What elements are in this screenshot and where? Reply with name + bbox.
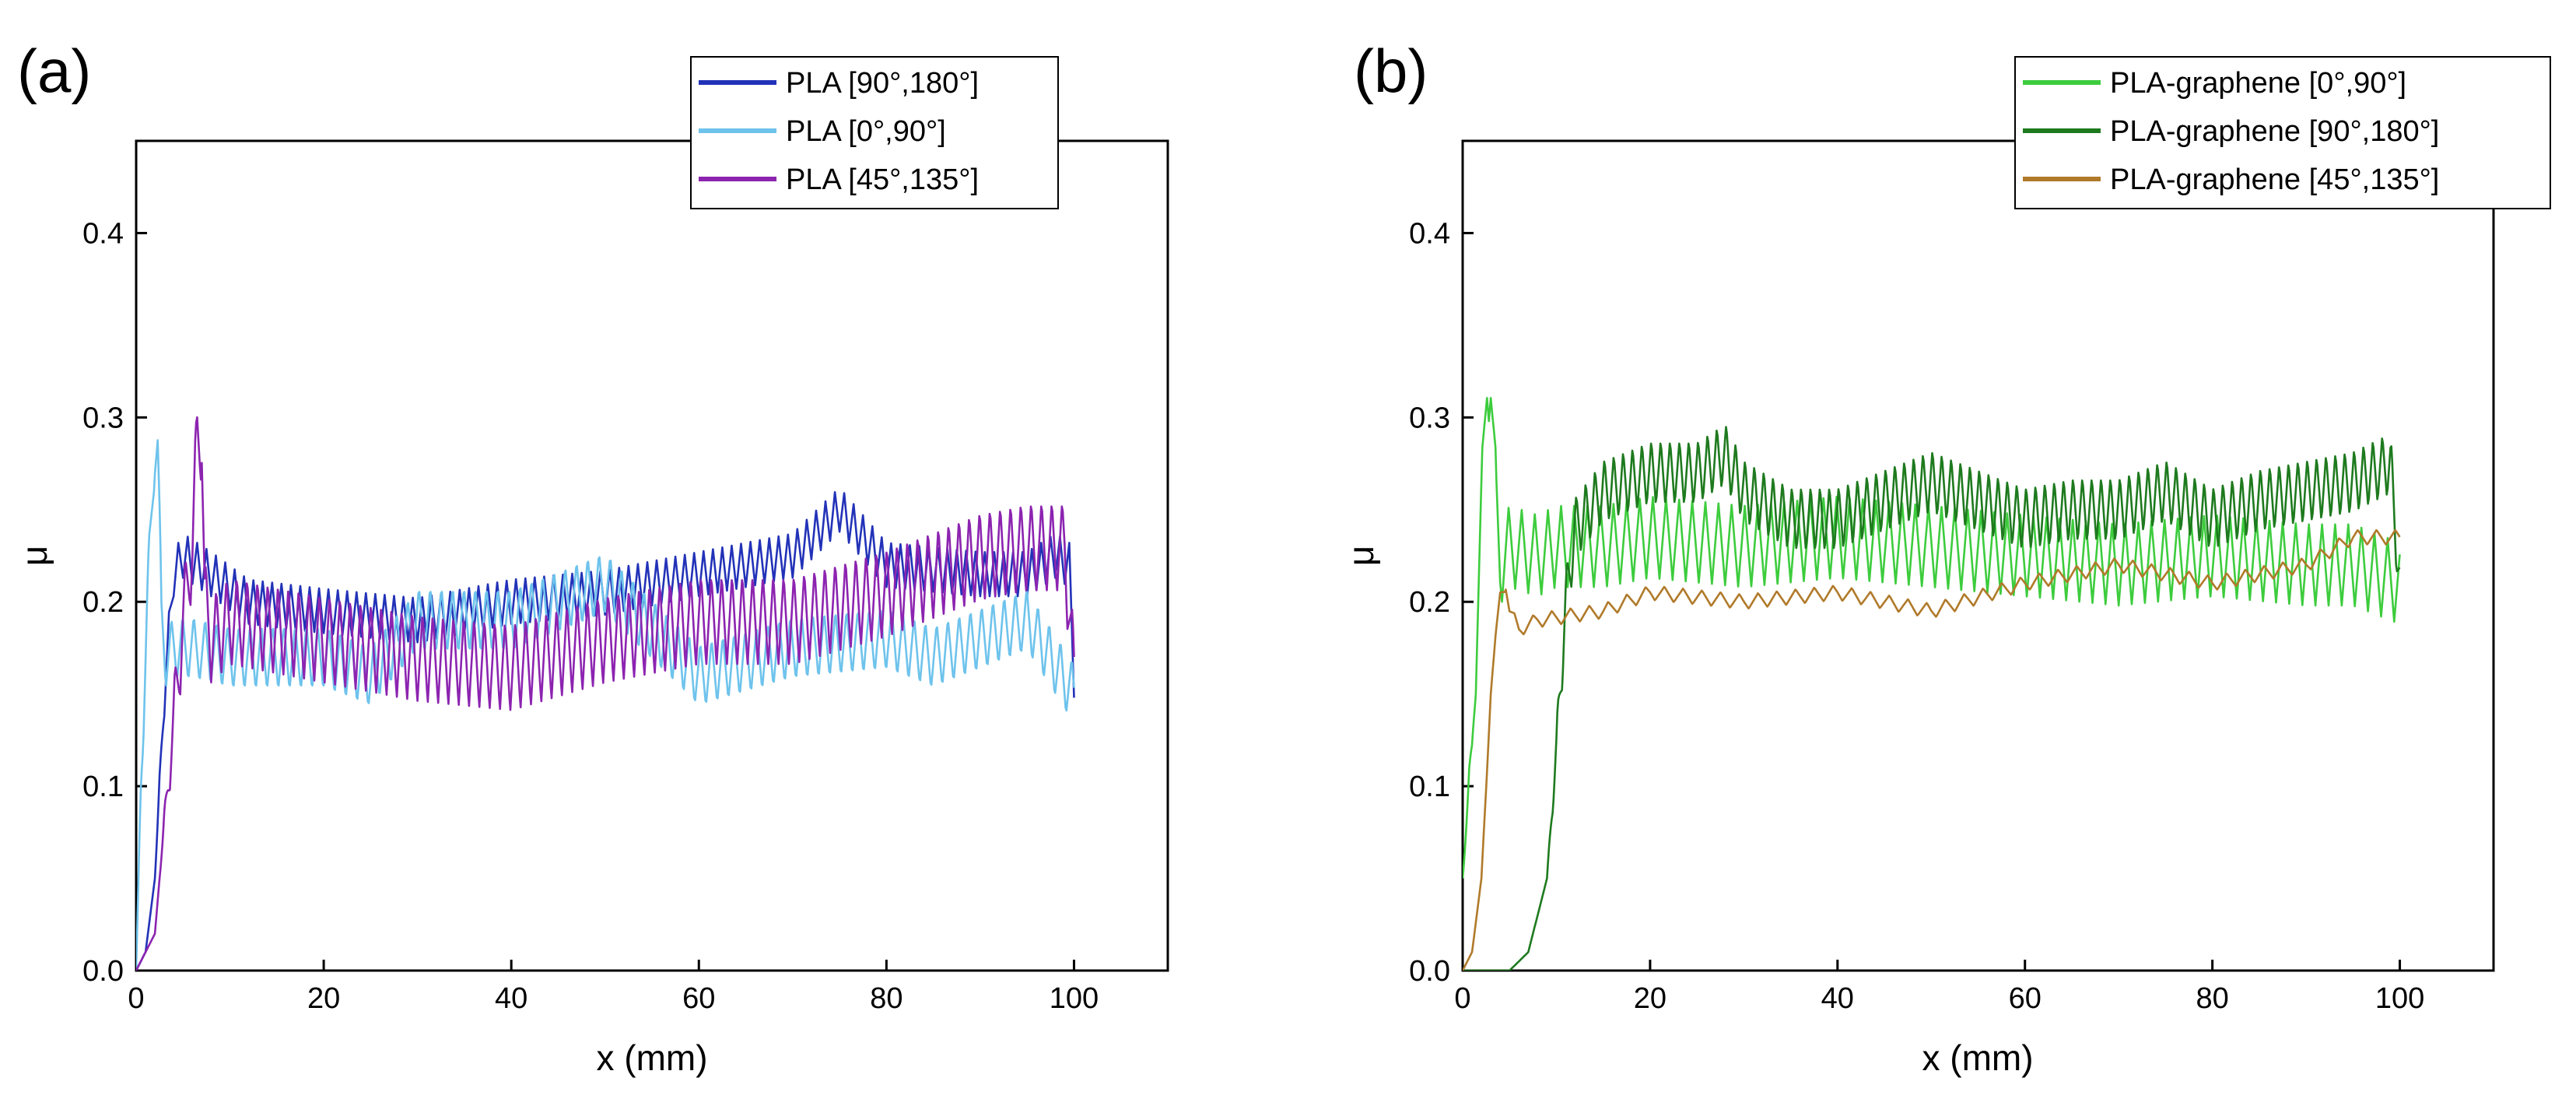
y-tick-label: 0.1 bbox=[1409, 771, 1450, 803]
series-line bbox=[1463, 528, 2401, 971]
y-tick-label: 0.0 bbox=[82, 955, 124, 988]
series-line bbox=[136, 416, 1075, 971]
legend-label: PLA-graphene [0°,90°] bbox=[2110, 67, 2406, 100]
y-axis-label: μ bbox=[14, 546, 54, 567]
legend-label: PLA [45°,135°] bbox=[786, 163, 979, 196]
x-ticks: 0 20 40 60 80 100 bbox=[128, 960, 1099, 1015]
y-tick-label: 0.2 bbox=[1409, 586, 1450, 619]
panel-label: (b) bbox=[1354, 37, 1428, 105]
x-tick-label: 80 bbox=[870, 982, 902, 1015]
y-tick-label: 0.3 bbox=[82, 402, 124, 434]
x-tick-label: 20 bbox=[307, 982, 340, 1015]
x-tick-label: 60 bbox=[2009, 982, 2042, 1015]
legend: PLA-graphene [0°,90°] PLA-graphene [90°,… bbox=[2014, 56, 2551, 209]
plot-frame bbox=[1461, 139, 2495, 972]
x-tick-label: 20 bbox=[1634, 982, 1667, 1015]
legend-entry: PLA-graphene [0°,90°] bbox=[2023, 67, 2406, 100]
y-tick-label: 0.4 bbox=[1409, 217, 1450, 250]
legend-entry: PLA [90°,180°] bbox=[699, 67, 979, 100]
x-tick-label: 60 bbox=[682, 982, 715, 1015]
x-tick-label: 0 bbox=[128, 982, 144, 1015]
series-line bbox=[1463, 396, 2401, 879]
legend-entry: PLA [0°,90°] bbox=[699, 115, 946, 148]
y-tick-label: 0.0 bbox=[1409, 955, 1450, 988]
y-tick-label: 0.1 bbox=[82, 771, 124, 803]
y-tick-label: 0.2 bbox=[82, 586, 124, 619]
series-lines bbox=[1463, 396, 2401, 971]
panel-label: (a) bbox=[17, 37, 91, 105]
x-axis-label: x (mm) bbox=[596, 1038, 707, 1078]
panel-b: (b) 0 20 40 60 80 100 0.00.10.20.30.4 x (mm) … bbox=[1341, 37, 2551, 1078]
plot-frame bbox=[135, 139, 1169, 972]
series-line bbox=[1463, 426, 2401, 971]
legend-label: PLA [90°,180°] bbox=[786, 67, 979, 100]
panel-a: (a) 0 20 40 60 80 100 0.00.10.20.30.4 x (mm) … bbox=[14, 37, 1169, 1078]
x-tick-label: 80 bbox=[2196, 982, 2228, 1015]
x-tick-label: 40 bbox=[495, 982, 527, 1015]
legend-box bbox=[2014, 56, 2551, 209]
series-lines bbox=[136, 416, 1075, 971]
legend-entry: PLA-graphene [45°,135°] bbox=[2023, 163, 2439, 196]
x-tick-label: 40 bbox=[1821, 982, 1854, 1015]
legend-label: PLA [0°,90°] bbox=[786, 115, 946, 148]
y-ticks: 0.0 0.1 0.2 0.3 0.4 bbox=[1409, 217, 1474, 988]
legend-label: PLA-graphene [90°,180°] bbox=[2110, 115, 2439, 148]
legend-label: PLA-graphene [45°,135°] bbox=[2110, 163, 2439, 196]
y-ticks: 0.0 0.1 0.2 0.3 0.4 bbox=[82, 217, 147, 988]
series-line bbox=[136, 490, 1075, 971]
x-tick-label: 0 bbox=[1454, 982, 1470, 1015]
x-tick-label: 100 bbox=[2375, 982, 2424, 1015]
y-axis-label: μ bbox=[1341, 546, 1381, 567]
y-tick-label: 0.4 bbox=[82, 217, 124, 250]
x-axis-label: x (mm) bbox=[1922, 1038, 2033, 1078]
series-line bbox=[136, 439, 1075, 971]
x-tick-label: 100 bbox=[1050, 982, 1099, 1015]
legend: PLA [90°,180°] PLA [0°,90°] PLA [45°,135… bbox=[690, 56, 1059, 209]
x-ticks: 0 20 40 60 80 100 bbox=[1454, 960, 2424, 1015]
legend-entry: PLA-graphene [90°,180°] bbox=[2023, 115, 2439, 148]
y-tick-label: 0.3 bbox=[1409, 402, 1450, 434]
legend-entry: PLA [45°,135°] bbox=[699, 163, 979, 196]
